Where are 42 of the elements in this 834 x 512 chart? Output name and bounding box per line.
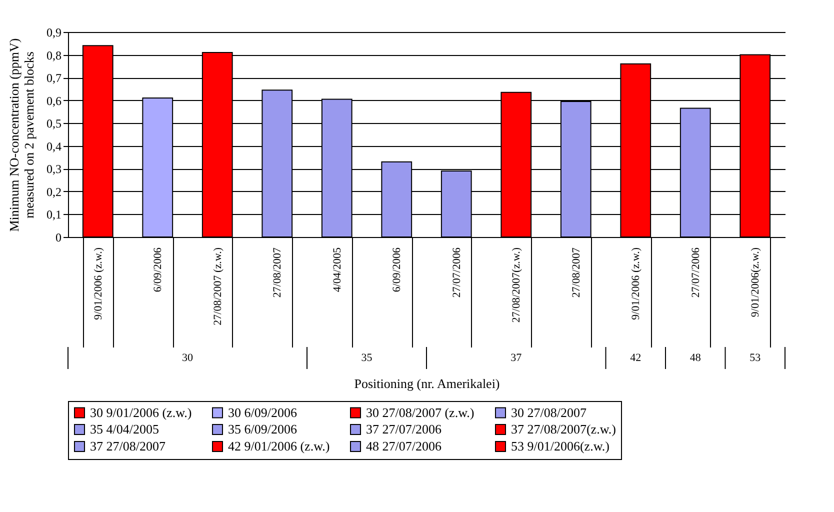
- y-tick-label: 0,8: [46, 48, 62, 62]
- x-tick-label: 9/01/2006 (z.w.): [630, 247, 642, 320]
- legend-label: 37 27/08/2007(z.w.): [511, 422, 616, 436]
- y-tick-label: 0: [56, 230, 62, 244]
- legend-label: 30 27/08/2007: [511, 404, 587, 420]
- text: 42: [630, 352, 642, 364]
- legend-label: 30 27/08/2007 (z.w.): [366, 404, 474, 420]
- y-tick-label: 0,9: [46, 26, 62, 40]
- y-tick-label: 0,5: [46, 116, 62, 131]
- x-tick-label: 9/01/2006(z.w.): [750, 247, 762, 318]
- legend-label: 37 27/07/2006: [366, 422, 442, 436]
- legend-label: 30 9/01/2006 (z.w.): [90, 404, 192, 420]
- legend-label: 35 6/09/2006: [228, 422, 298, 436]
- text: 53: [750, 352, 762, 364]
- y-tick-label: 0,4: [46, 139, 62, 154]
- text: 35: [361, 352, 373, 364]
- text: 48: [690, 352, 702, 364]
- x-tick-label: 27/08/2007: [570, 247, 582, 298]
- y-tick-label: 0,2: [46, 184, 62, 199]
- x-tick-label: 27/07/2006: [450, 247, 463, 298]
- y-tick-label: 0,3: [46, 162, 62, 176]
- legend-label: 30 6/09/2006: [228, 404, 298, 420]
- y-tick-label: 0,6: [46, 94, 62, 108]
- x-tick-label: 9/01/2006 (z.w.): [92, 247, 104, 320]
- x-tick-label: 6/09/2006: [391, 247, 404, 292]
- text: 37: [510, 352, 522, 364]
- legend-label: 35 4/04/2005: [90, 422, 159, 436]
- text: 30: [182, 352, 194, 364]
- x-tick-label: 27/08/2007: [272, 247, 284, 298]
- x-tick-label: 6/09/2006: [152, 247, 164, 292]
- x-tick-label: 27/07/2006: [690, 247, 702, 298]
- x-tick-label: 27/08/2007 (z.w.): [212, 247, 224, 326]
- x-tick-label: 4/04/2005: [331, 247, 344, 292]
- legend-label: 42 9/01/2006 (z.w.): [228, 438, 330, 454]
- y-tick-label: 0,1: [46, 208, 62, 222]
- legend-label: 53 9/01/2006(z.w.): [511, 438, 610, 454]
- y-axis-title: Minimum NO-concentration (ppmV) measured on 2 pavement blocks: [6, 38, 36, 232]
- x-tick-label: 27/08/2007(z.w.): [510, 247, 523, 323]
- x-axis-title: Positioning (nr. Amerikalei): [354, 376, 500, 391]
- y-tick-label: 0,7: [46, 71, 62, 86]
- legend-label: 48 27/07/2006: [366, 438, 442, 454]
- legend-label: 37 27/08/2007: [90, 438, 166, 454]
